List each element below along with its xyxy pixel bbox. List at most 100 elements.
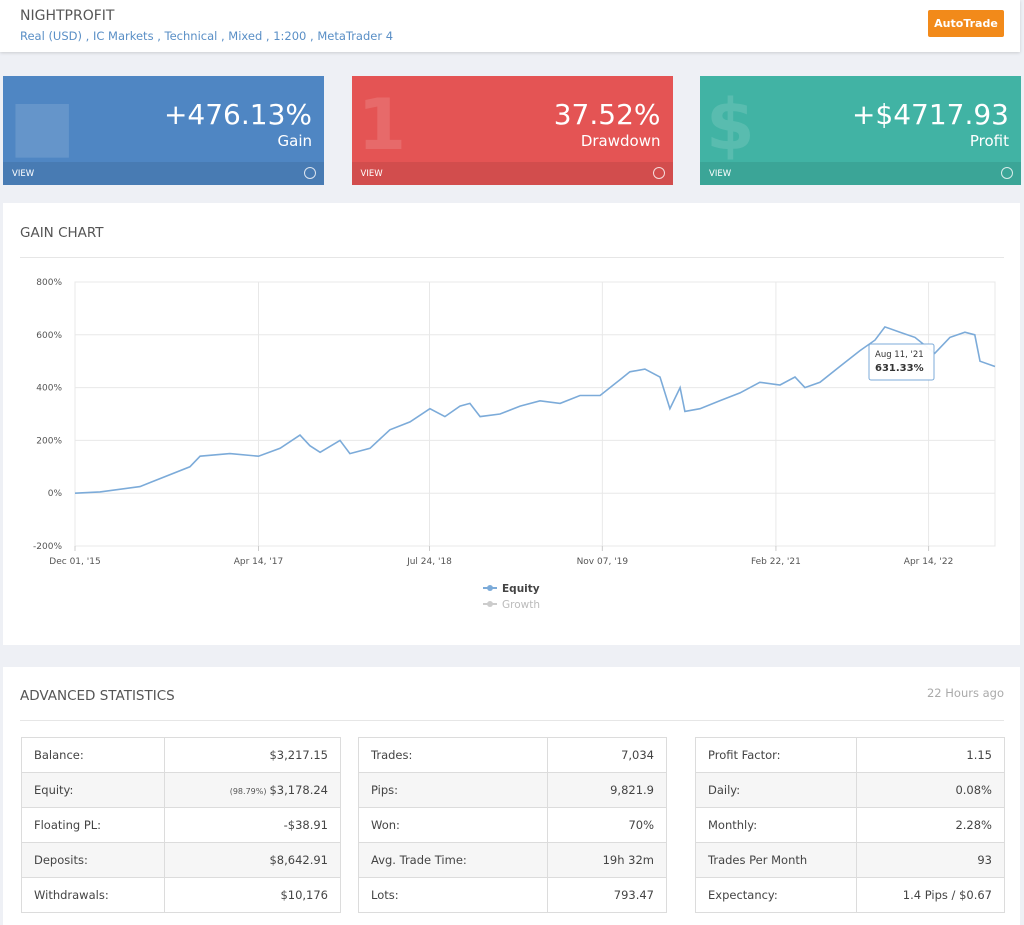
stat-number: 70% [628, 818, 654, 832]
stat-value: (98.79%) $3,178.24 [163, 772, 342, 808]
stats-row: Lots: 793.47 [358, 877, 668, 913]
stat-label: Trades Per Month [695, 842, 857, 878]
stats-row: Won: 70% [358, 807, 668, 843]
legend-marker [487, 601, 493, 607]
stat-value: 1.4 Pips / $0.67 [855, 877, 1006, 913]
arrow-icon [304, 167, 316, 179]
x-tick-label: Nov 07, '19 [577, 557, 629, 567]
stat-note: (98.79%) [229, 787, 267, 796]
x-tick-label: Jul 24, '18 [406, 557, 452, 567]
stat-label: Monthly: [695, 807, 857, 843]
stats-row: Trades Per Month 93 [695, 842, 1006, 878]
stats-row: Avg. Trade Time: 19h 32m [358, 842, 668, 878]
stat-label: Daily: [695, 772, 857, 808]
stats-row: Profit Factor: 1.15 [695, 737, 1006, 773]
stats-row: Monthly: 2.28% [695, 807, 1006, 843]
y-tick-label: 400% [36, 384, 62, 394]
y-tick-label: 200% [36, 436, 62, 446]
stats-table: Profit Factor: 1.15 Daily: 0.08% Monthly: 2.2… [695, 737, 1006, 913]
statistics-panel: ADVANCED STATISTICS 22 Hours ago Balance… [3, 667, 1020, 925]
chart: -200% 0% 200% 400% 600% 800% Dec 01, '15 Apr 14… [33, 278, 996, 611]
subtitle: Real (USD) , IC Markets , Technical , Mi… [20, 29, 394, 43]
equity-line [74, 325, 996, 494]
view-link[interactable]: VIEW [709, 169, 732, 179]
stats-row: Balance: $3,217.15 [21, 737, 342, 773]
stat-value: 70% [546, 807, 668, 843]
stat-label: Withdrawals: [21, 877, 165, 913]
divider [20, 720, 1004, 721]
y-tick-label: 800% [36, 278, 62, 288]
stat-number: 0.08% [955, 783, 992, 797]
tooltip [868, 343, 935, 381]
stat-label: Trades: [358, 737, 548, 773]
card-icon: $ [706, 84, 755, 166]
stat-card: ■ +476.13% Gain VIEW [3, 76, 324, 185]
stat-value: 93 [855, 842, 1006, 878]
x-tick-label: Apr 14, '22 [904, 557, 954, 567]
stat-number: $10,176 [280, 888, 328, 902]
card-value: +$4717.93 [851, 98, 1009, 131]
card-icon: 1 [357, 84, 407, 166]
stats-row: Withdrawals: $10,176 [21, 877, 342, 913]
panel-title: GAIN CHART [20, 225, 104, 241]
stat-number: 7,034 [621, 748, 654, 762]
panel-title: ADVANCED STATISTICS [20, 688, 175, 704]
stat-value: 793.47 [546, 877, 668, 913]
card-label: Drawdown [580, 132, 661, 150]
stats-row: Deposits: $8,642.91 [21, 842, 342, 878]
stat-value: $10,176 [163, 877, 342, 913]
view-link[interactable]: VIEW [360, 169, 383, 179]
stat-label: Balance: [21, 737, 165, 773]
stat-number: 93 [977, 853, 992, 867]
stats-row: Pips: 9,821.9 [358, 772, 668, 808]
stats-row: Equity: (98.79%) $3,178.24 [21, 772, 342, 808]
stat-label: Won: [358, 807, 548, 843]
stat-number: 19h 32m [602, 853, 654, 867]
stats-table: Balance: $3,217.15 Equity: (98.79%) $3,178.2… [21, 737, 342, 913]
stat-label: Deposits: [21, 842, 165, 878]
x-tick-label: Dec 01, '15 [49, 557, 100, 567]
stat-label: Lots: [358, 877, 548, 913]
stat-number: 1.15 [966, 748, 992, 762]
stats-row: Expectancy: 1.4 Pips / $0.67 [695, 877, 1006, 913]
stat-number: 2.28% [955, 818, 992, 832]
stat-label: Avg. Trade Time: [358, 842, 548, 878]
stat-value: 9,821.9 [546, 772, 668, 808]
card-value: 37.52% [553, 98, 661, 131]
stat-number: $3,178.24 [269, 783, 328, 797]
tooltip-date: Aug 11, '21 [875, 350, 924, 360]
gain-chart-panel: GAIN CHART -200% 0% 200% 400% 600% 800% Dec 01… [3, 203, 1020, 645]
stat-value: 1.15 [855, 737, 1006, 773]
stat-value: 7,034 [546, 737, 668, 773]
arrow-icon [1001, 167, 1013, 179]
stats-row: Trades: 7,034 [358, 737, 668, 773]
y-tick-label: 600% [36, 331, 62, 341]
stats-row: Daily: 0.08% [695, 772, 1006, 808]
updated: 22 Hours ago [926, 686, 1004, 700]
stats-table: Trades: 7,034 Pips: 9,821.9 Won: 70% Avg. Trad… [358, 737, 668, 913]
stat-number: 9,821.9 [610, 783, 654, 797]
stat-number: -$38.91 [283, 818, 328, 832]
card-value: +476.13% [163, 98, 312, 131]
stat-card: $ +$4717.93 Profit VIEW [700, 76, 1021, 185]
title: NIGHTPROFIT [20, 8, 115, 24]
legend-label[interactable]: Growth [502, 599, 540, 611]
stat-number: $3,217.15 [269, 748, 328, 762]
stat-number: $8,642.91 [269, 853, 328, 867]
stats-row: Floating PL: -$38.91 [21, 807, 342, 843]
y-tick-label: 0% [48, 489, 63, 499]
stat-label: Profit Factor: [695, 737, 857, 773]
autotrade-button[interactable]: AutoTrade [928, 10, 1004, 37]
card-footer: VIEW [3, 162, 324, 185]
view-link[interactable]: VIEW [12, 169, 35, 179]
y-tick-label: -200% [33, 542, 62, 552]
legend-label[interactable]: Equity [502, 583, 540, 595]
arrow-icon [652, 167, 665, 179]
header: NIGHTPROFIT Real (USD) , IC Markets , Te… [0, 0, 1020, 52]
card-icon: ■ [9, 84, 76, 166]
stat-card: 1 37.52% Drawdown VIEW [351, 76, 673, 185]
plot-area [74, 281, 996, 547]
stat-value: 0.08% [855, 772, 1006, 808]
stat-value: 19h 32m [546, 842, 668, 878]
stat-value: $8,642.91 [163, 842, 342, 878]
